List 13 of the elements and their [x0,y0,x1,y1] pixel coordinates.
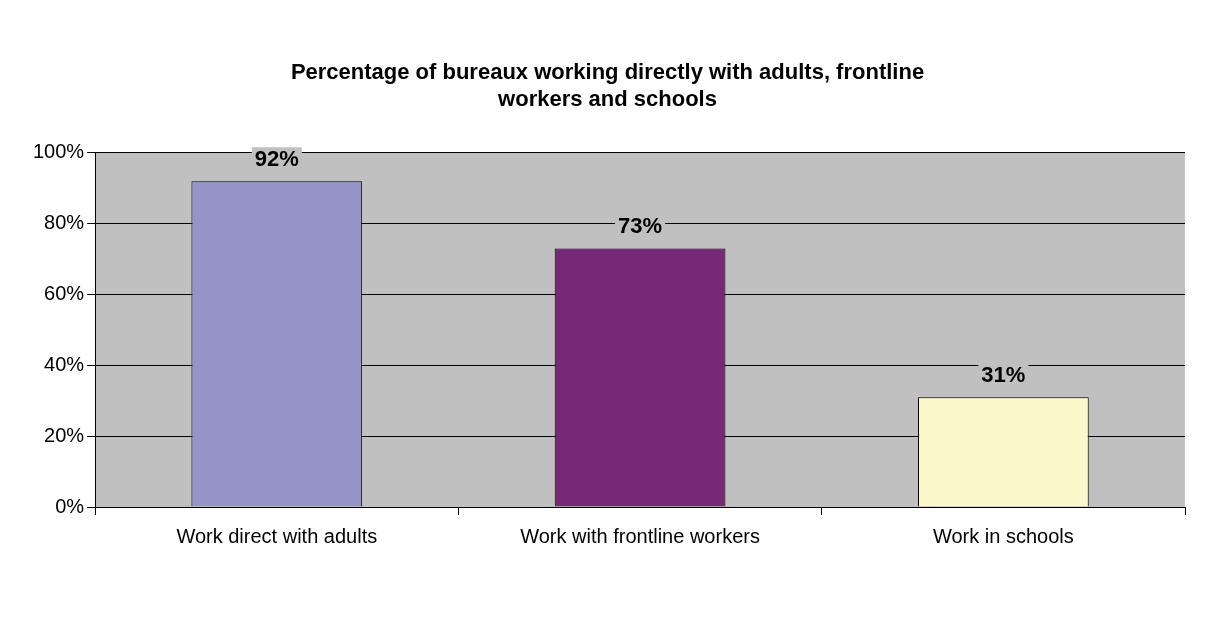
data-label: 73% [618,213,663,239]
chart-title: Percentage of bureaux working directly with adults, frontline workers and schools [290,59,925,111]
x-tick-label: Work in schools [932,524,1074,547]
y-tick-label: 60% [44,282,85,304]
y-tick-label: 40% [44,352,85,375]
data-label: 92% [254,146,299,172]
y-tick-label: 0% [55,494,85,517]
y-tick-label: 100% [33,140,85,163]
x-tick-label: Work direct with adults [176,524,378,547]
x-tick-label: Work with frontline workers [520,524,760,547]
data-label: 31% [981,362,1026,388]
y-tick-label: 80% [44,211,85,234]
y-tick-label: 20% [44,423,85,446]
